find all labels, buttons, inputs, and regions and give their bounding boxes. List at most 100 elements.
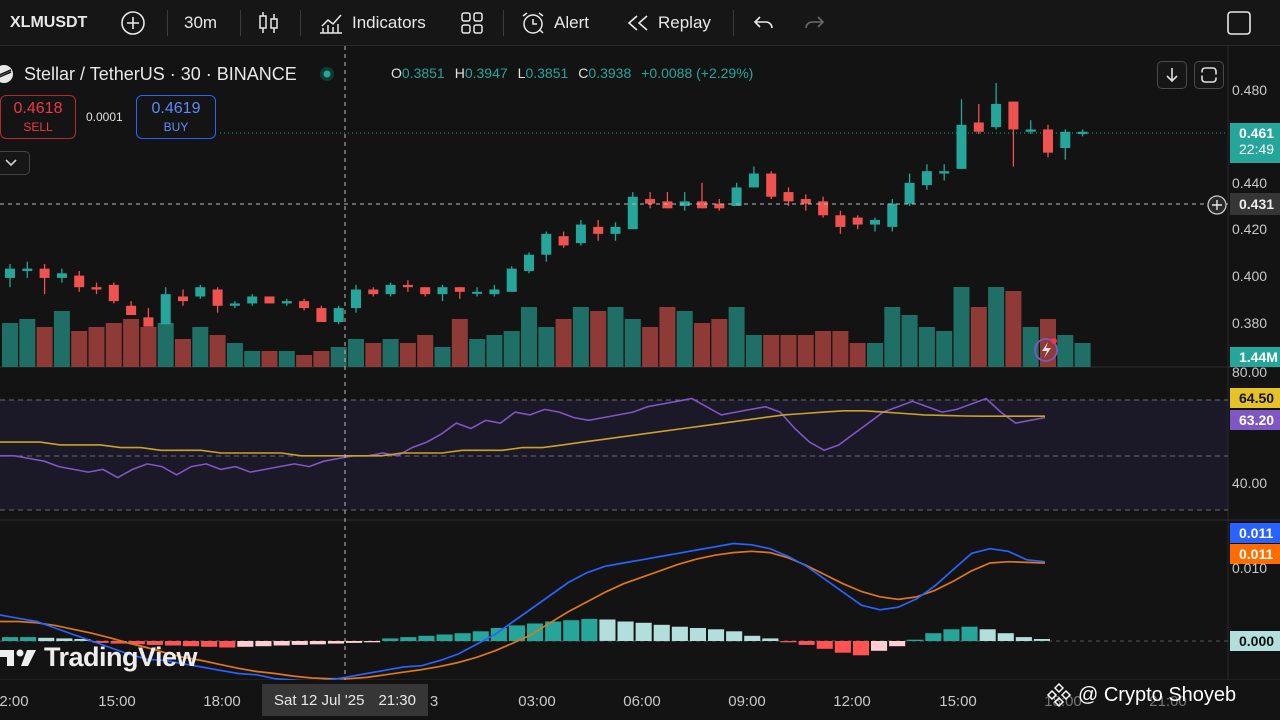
interval-button[interactable]: 30m [184, 9, 217, 37]
macd-histogram-bar [164, 641, 181, 646]
macd-histogram-bar [508, 625, 525, 641]
candle-body [506, 268, 517, 292]
candle-body [1008, 101, 1019, 130]
spread-value: 0.0001 [86, 110, 123, 124]
volume-bar [313, 351, 330, 367]
candle-body [56, 273, 67, 278]
volume-bar [226, 343, 243, 367]
sell-button[interactable]: 0.4618 SELL [0, 95, 76, 139]
buy-button[interactable]: 0.4619 BUY [136, 95, 216, 139]
compare-symbol-button[interactable] [120, 9, 146, 37]
macd-histogram-bar [201, 641, 218, 647]
replay-button[interactable]: Replay [626, 9, 711, 37]
candle-body [939, 171, 950, 174]
crosshair-price-tag: 0.431 [1230, 193, 1280, 215]
macd-histogram-bar [816, 641, 833, 649]
candle-body [991, 103, 1002, 128]
add-alert-button[interactable] [1205, 193, 1229, 217]
macd-histogram-bar [871, 641, 888, 651]
candle-body [108, 284, 119, 302]
candle-body [91, 287, 102, 290]
change-value: +0.0088 (+2.29%) [641, 65, 754, 81]
chart-type-button[interactable] [257, 9, 281, 37]
sync-button[interactable] [1194, 61, 1224, 89]
candle-body [593, 226, 604, 234]
candle-body [627, 196, 638, 230]
candle-body [212, 289, 223, 306]
macd-histogram-bar [708, 629, 725, 641]
candle-body [281, 301, 292, 304]
time-axis-label: 2:00 [0, 693, 29, 710]
crosshair-time: 21:30 [378, 691, 416, 709]
macd-histogram-bar [327, 641, 344, 644]
time-axis-label: 06:00 [623, 693, 661, 710]
close-value: 0.3938 [588, 65, 632, 81]
tradingview-logo-text: TradingView [44, 642, 198, 672]
volume-bar [175, 339, 191, 367]
layouts-button[interactable] [460, 9, 484, 37]
market-status-icon [319, 67, 334, 81]
candle-body [662, 201, 673, 209]
volume-bar [988, 287, 1005, 367]
time-axis-label: 12:00 [833, 693, 871, 710]
candle-body [143, 317, 154, 327]
sell-label: SELL [23, 120, 53, 134]
candle-body [766, 173, 777, 197]
scroll-down-button[interactable] [1157, 61, 1187, 89]
symbol-search-button[interactable]: XLMUSDT [0, 9, 87, 37]
macd-histogram-bar [726, 631, 743, 642]
search-icon [0, 22, 2, 24]
volume-bar [469, 339, 486, 367]
volume-bar [451, 319, 468, 367]
candle-body [645, 199, 656, 204]
rsi-axis-label: 80.00 [1232, 364, 1268, 380]
macd-histogram-bar [219, 641, 236, 648]
rsi-line [0, 397, 1046, 479]
candle-body [1077, 131, 1088, 135]
chart-canvas[interactable] [0, 46, 1280, 680]
macd-histogram-bar [834, 641, 851, 653]
time-axis[interactable]: 2:00 15:00 18:00 03:00 06:00 09:00 12:00… [0, 680, 1280, 720]
indicators-button[interactable]: Indicators [318, 9, 426, 37]
undo-button[interactable] [752, 9, 776, 37]
candle-body [264, 296, 275, 304]
volume-bar [624, 319, 641, 367]
volume-bar [399, 343, 416, 367]
volume-bar [763, 335, 780, 367]
indicators-icon [320, 14, 342, 34]
time-axis-label: 3 [429, 693, 439, 710]
volume-bar [123, 319, 140, 367]
interval-label: 30m [184, 13, 218, 32]
candle-body [39, 268, 50, 278]
candle-body [558, 236, 569, 246]
crosshair-date-tag: Sat 12 Jul '25 21:30 [262, 684, 428, 716]
candle-body [748, 173, 759, 188]
macd-histogram-bar [545, 621, 562, 641]
volume-bar [1074, 343, 1091, 367]
notification-dot [1051, 338, 1057, 344]
fullscreen-button[interactable] [1226, 9, 1252, 37]
volume-bar [330, 347, 347, 367]
macd-histogram-bar [852, 641, 869, 656]
macd-histogram-bar [74, 639, 91, 641]
time-axis-label: 03:00 [518, 693, 556, 710]
macd-histogram-bar [56, 638, 73, 641]
macd-histogram-bar [490, 628, 507, 641]
collapse-legend-button[interactable] [0, 151, 30, 175]
redo-button[interactable] [802, 9, 826, 37]
time-axis-label: 21:00 [1149, 693, 1187, 710]
alert-button[interactable]: Alert [520, 9, 589, 37]
tradingview-logo[interactable]: TradingView [0, 642, 198, 673]
candle-body [437, 287, 448, 295]
macd-histogram-bar [346, 641, 363, 643]
macd-histogram-bar [979, 629, 996, 641]
replay-label: Replay [658, 13, 711, 32]
indicators-label: Indicators [352, 13, 426, 32]
macd-signal-line [0, 550, 1046, 680]
volume-bar [745, 335, 762, 367]
candle-body [973, 122, 984, 132]
rsi-ma-line [0, 409, 1045, 457]
candle-body [524, 254, 534, 271]
macd-histogram-bar [780, 641, 797, 643]
candle-body [160, 294, 171, 325]
